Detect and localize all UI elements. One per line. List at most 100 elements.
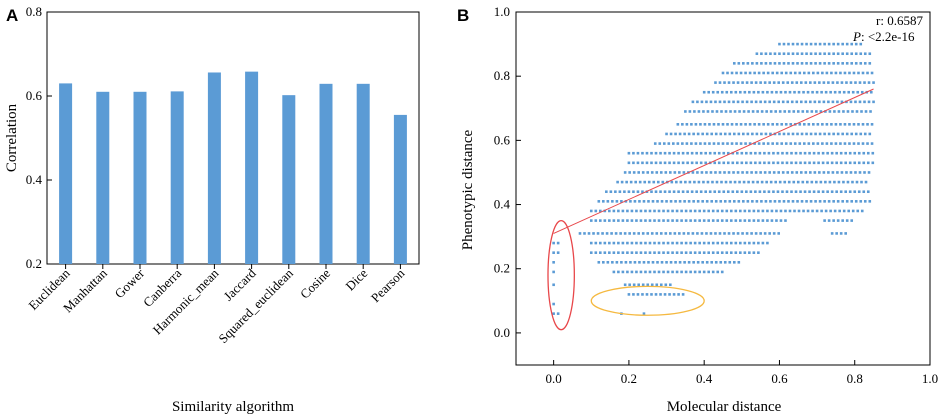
panel-b-point [796, 62, 799, 65]
panel-b-point [785, 151, 789, 155]
panel-b-point [833, 110, 836, 113]
panel-b-point [829, 90, 832, 94]
panel-b-point [692, 261, 695, 264]
panel-b-point [717, 161, 721, 165]
panel-b-point [748, 219, 751, 222]
panel-b-point [601, 232, 604, 235]
panel-b-point [766, 219, 769, 222]
panel-b-point [659, 151, 662, 155]
panel-b-point [704, 151, 707, 155]
panel-b-point [769, 132, 772, 136]
panel-b-point [847, 209, 851, 213]
panel-b-point [552, 270, 555, 274]
panel-b-point [660, 261, 664, 264]
panel-b-point [696, 132, 700, 136]
panel-b-point [749, 151, 753, 155]
panel-b-point [870, 142, 874, 145]
panel-b-point [594, 209, 598, 213]
panel-b-point [678, 171, 681, 174]
panel-b-point [801, 180, 805, 184]
panel-b-point [806, 110, 809, 113]
panel-b-point [848, 71, 851, 75]
panel-b-point [552, 312, 555, 315]
panel-b-point [730, 71, 734, 75]
panel-b-point [818, 81, 821, 84]
panel-b-point [620, 180, 624, 184]
panel-b-point [708, 151, 712, 155]
panel-b-point [827, 219, 831, 222]
panel-b-point [830, 142, 833, 145]
panel-b-point [707, 219, 710, 222]
panel-b-point [799, 151, 802, 155]
panel-b-point [578, 232, 582, 235]
panel-b-point [732, 171, 735, 174]
panel-b-point [705, 171, 708, 174]
panel-b-point [722, 151, 726, 155]
panel-b-point [857, 190, 861, 194]
panel-b-point [837, 180, 841, 184]
panel-b-point [754, 81, 758, 84]
panel-b-point [653, 209, 656, 213]
panel-b-point [736, 151, 739, 155]
panel-b-point [775, 123, 779, 126]
panel-b-point [684, 241, 688, 245]
panel-b-point [725, 219, 729, 222]
panel-b-point [632, 161, 635, 165]
panel-b-point [812, 151, 816, 155]
panel-b-point [859, 42, 863, 46]
panel-b-point [714, 232, 717, 235]
panel-b-point [747, 180, 750, 184]
panel-b-point [852, 71, 856, 75]
panel-b-point [625, 180, 628, 184]
panel-b-point [644, 209, 647, 213]
panel-b-point [745, 81, 749, 84]
panel-b-point [797, 90, 801, 94]
panel-b-point [646, 232, 650, 235]
panel-b-point [727, 171, 731, 174]
panel-b-point [775, 90, 778, 94]
panel-b-point [760, 62, 763, 65]
panel-b-point [724, 110, 728, 113]
panel-b-point [778, 132, 781, 136]
panel-a-bar [207, 72, 221, 264]
panel-b-point [740, 161, 744, 165]
panel-b-point [832, 132, 835, 136]
panel-b-point [754, 151, 757, 155]
panel-b-x-tick-label: 1.0 [922, 371, 938, 386]
panel-b-point [769, 110, 773, 113]
panel-b-point [681, 142, 684, 145]
panel-a-y-tick-label: 0.2 [26, 256, 42, 271]
panel-b-point [710, 200, 714, 203]
panel-b-point [827, 52, 831, 56]
panel-b-point [805, 62, 808, 65]
panel-b-point [825, 71, 829, 75]
panel-b-point [612, 209, 616, 213]
panel-b-point [703, 123, 707, 126]
panel-b-point [659, 161, 662, 165]
panel-b-point [659, 171, 663, 174]
panel-b-point [673, 171, 677, 174]
panel-b-point [818, 42, 822, 46]
panel-b-point [818, 132, 822, 136]
panel-b-point [772, 81, 776, 84]
panel-b-point [754, 190, 757, 194]
panel-b-point [668, 190, 671, 194]
panel-b-point [771, 71, 774, 75]
panel-b-x-axis: 0.0 0.2 0.4 0.6 0.8 1.0 [546, 360, 938, 386]
panel-b-point [800, 42, 804, 46]
panel-b-point [658, 142, 662, 145]
panel-b-point [825, 142, 829, 145]
panel-b-point [850, 52, 854, 56]
panel-b-point [556, 241, 560, 245]
panel-b-point [792, 110, 796, 113]
panel-b-point [719, 200, 723, 203]
panel-b-annotation-p: P: <2.2e-16 [852, 29, 915, 44]
panel-b-point [621, 270, 625, 274]
panel-a-bar [245, 71, 259, 264]
panel-b-point [669, 261, 673, 264]
panel-b-point [726, 190, 730, 194]
panel-b-point [723, 132, 727, 136]
panel-b-point [727, 81, 731, 84]
panel-b-point [803, 190, 807, 194]
